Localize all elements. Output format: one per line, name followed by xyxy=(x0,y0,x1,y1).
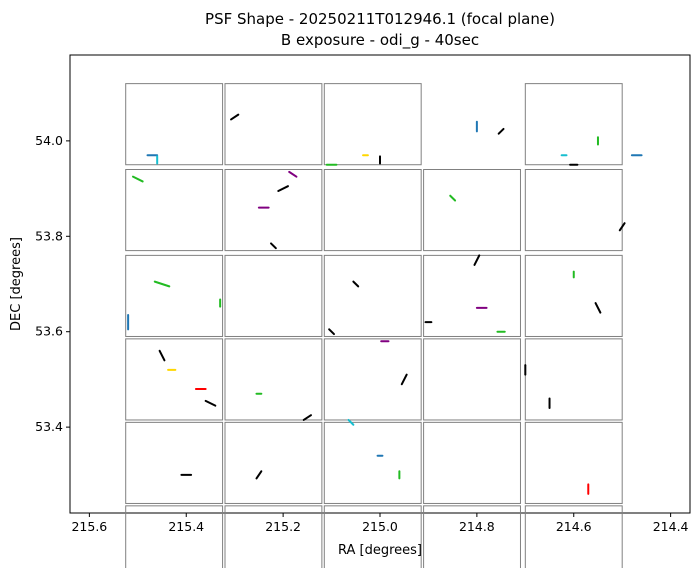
ota-outline xyxy=(323,169,422,252)
ota-outline xyxy=(224,83,323,166)
psf-vector xyxy=(204,399,217,407)
psf-vector xyxy=(131,175,144,183)
ota-outline xyxy=(323,83,422,166)
psf-vector xyxy=(618,222,626,232)
ota-outline xyxy=(224,421,323,504)
x-tick-label: 214.4 xyxy=(653,519,689,534)
ota-outline xyxy=(524,169,623,252)
ota-outline xyxy=(125,254,224,337)
ota-outline-group xyxy=(125,83,623,568)
ota-outline xyxy=(224,505,323,568)
ota-outline xyxy=(224,338,323,421)
ota-outline xyxy=(423,505,521,568)
ota-outline xyxy=(323,505,422,568)
psf-vector xyxy=(288,170,298,178)
psf-vector xyxy=(270,242,277,250)
psf-vector xyxy=(347,418,355,426)
chart-title-line-1: PSF Shape - 20250211T012946.1 (focal pla… xyxy=(205,10,555,28)
x-tick-label: 214.6 xyxy=(556,519,592,534)
ota-outline xyxy=(125,83,224,166)
ota-outline xyxy=(524,505,623,568)
x-tick-label: 215.0 xyxy=(362,519,398,534)
ota-outline xyxy=(224,169,323,252)
ota-outline xyxy=(224,254,323,337)
ota-outline xyxy=(125,338,224,421)
x-tick-label: 215.2 xyxy=(265,519,301,534)
psf-vector xyxy=(400,373,408,386)
ota-outline xyxy=(125,421,224,504)
y-tick-label: 53.4 xyxy=(35,419,63,434)
ota-outline xyxy=(524,83,623,166)
ota-outline xyxy=(423,169,521,252)
y-axis-label: DEC [degrees] xyxy=(9,237,24,331)
psf-vector xyxy=(328,328,335,336)
ota-outline xyxy=(524,338,623,421)
ota-outline xyxy=(423,338,521,421)
ota-outline xyxy=(423,421,521,504)
psf-vector-group xyxy=(127,113,643,495)
psf-vector xyxy=(594,302,602,314)
ota-outline xyxy=(423,254,521,337)
psf-vector xyxy=(497,127,505,135)
psf-vector xyxy=(352,280,360,288)
psf-vector xyxy=(449,194,457,202)
psf-vector xyxy=(255,470,263,480)
x-tick-label: 215.4 xyxy=(168,519,204,534)
ota-outline xyxy=(323,421,422,504)
y-axis-ticks: 53.4 53.6 53.8 54.0 xyxy=(35,133,70,434)
ota-outline xyxy=(323,338,422,421)
ota-outline xyxy=(524,421,623,504)
ota-outline xyxy=(323,254,422,337)
x-tick-label: 214.8 xyxy=(459,519,495,534)
psf-vector xyxy=(473,254,481,266)
y-tick-label: 53.8 xyxy=(35,228,63,243)
psf-vector xyxy=(153,280,171,288)
psf-vector xyxy=(302,414,312,421)
psf-vector xyxy=(277,185,289,192)
ota-outline xyxy=(524,254,623,337)
x-axis-label: RA [degrees] xyxy=(338,543,422,558)
y-tick-label: 53.6 xyxy=(35,324,63,339)
x-tick-label: 215.6 xyxy=(71,519,107,534)
chart-title-line-2: B exposure - odi_g - 40sec xyxy=(281,31,479,50)
x-axis-ticks: 215.6 215.4 215.2 215.0 214.8 214.6 214.4 xyxy=(71,513,689,534)
y-tick-label: 54.0 xyxy=(35,133,63,148)
ota-outline xyxy=(125,169,224,252)
psf-vector xyxy=(158,349,166,362)
psf-vector xyxy=(230,113,240,121)
ota-outline xyxy=(125,505,224,568)
